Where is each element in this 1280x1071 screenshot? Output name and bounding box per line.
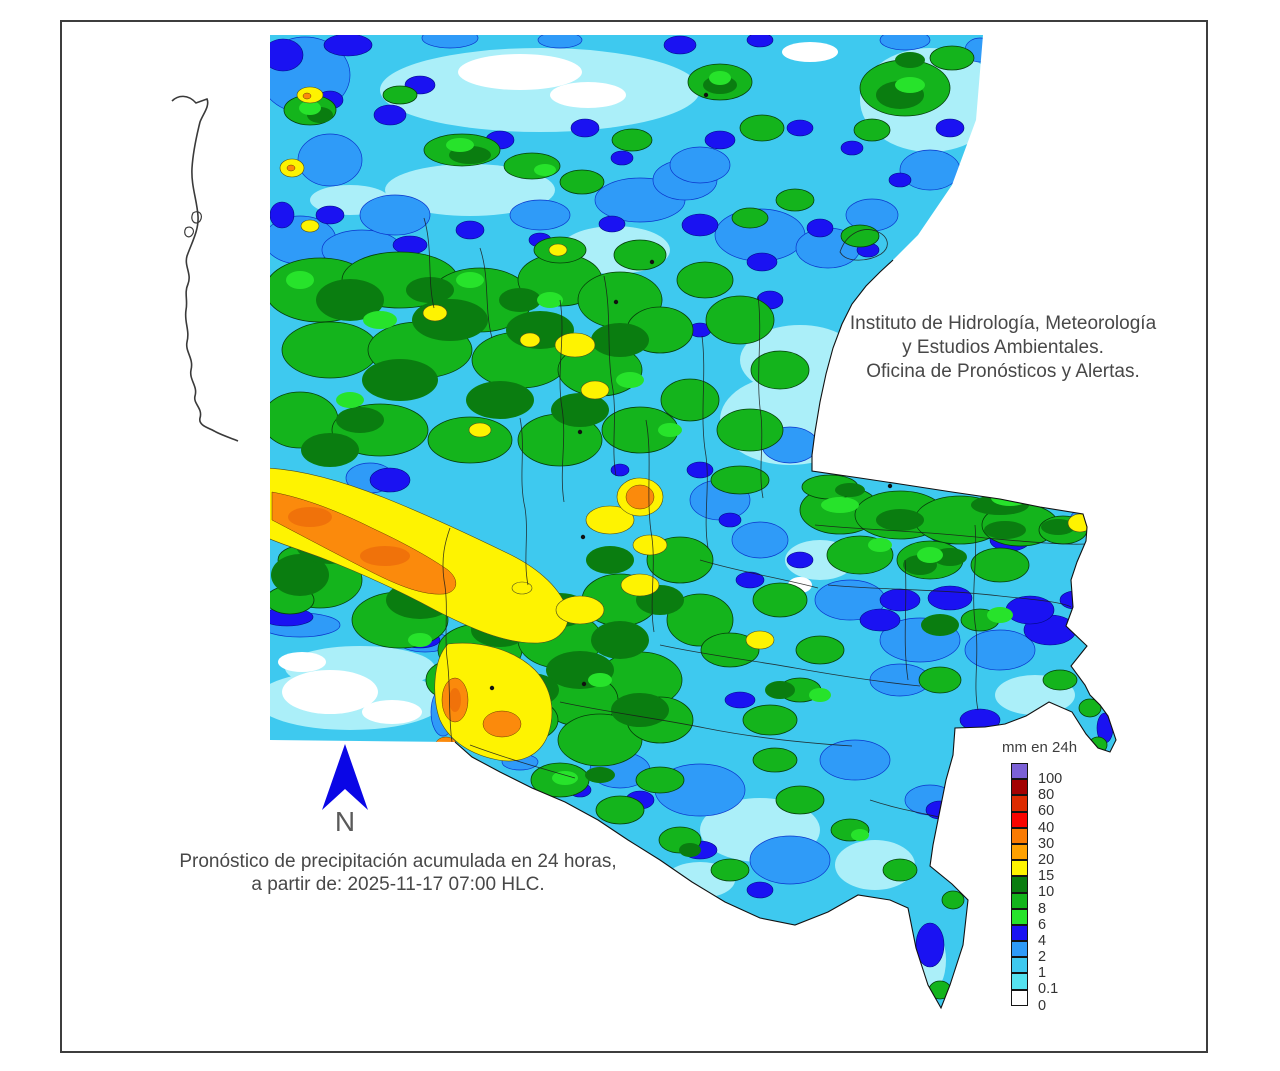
legend-row: 10	[1011, 876, 1062, 900]
legend-swatch	[1011, 763, 1028, 780]
caption-line: Pronóstico de precipitación acumulada en…	[179, 851, 617, 872]
legend-swatch	[1011, 924, 1028, 942]
legend-value: 40	[1038, 819, 1055, 836]
legend-value: 20	[1038, 851, 1055, 868]
legend-row: 0	[1011, 989, 1062, 1014]
legend-row: 60	[1011, 795, 1062, 819]
caption-line: a partir de: 2025-11-17 07:00 HLC.	[251, 874, 545, 895]
legend-value: 30	[1038, 835, 1055, 852]
legend-swatch	[1011, 989, 1028, 1006]
forecast-caption: Pronóstico de precipitación acumulada en…	[128, 850, 668, 896]
legend-value: 4	[1038, 932, 1047, 949]
country-border	[454, 259, 1117, 1010]
legend-row: 100	[1011, 763, 1062, 787]
legend-row: 80	[1011, 779, 1062, 803]
legend-swatch	[1011, 957, 1028, 974]
legend-swatch	[1011, 876, 1028, 893]
legend-row: 40	[1011, 811, 1062, 836]
legend-value: 10	[1038, 884, 1055, 901]
legend-value: 80	[1038, 787, 1055, 804]
legend-value: 6	[1038, 916, 1047, 933]
legend-row: 30	[1011, 827, 1062, 852]
legend-swatch	[1011, 827, 1028, 844]
legend-row: 2	[1011, 941, 1062, 965]
legend-value: 1	[1038, 965, 1047, 982]
north-arrow-icon: N	[322, 744, 368, 837]
institution-line: Instituto de Hidrología, Meteorología	[849, 313, 1157, 334]
legend-swatch	[1011, 892, 1028, 909]
legend-swatch	[1011, 779, 1028, 796]
station-dots	[489, 92, 893, 691]
coastline-outline	[171, 95, 239, 442]
coastline-islet	[184, 211, 203, 238]
legend-title: mm en 24h	[1002, 739, 1078, 756]
north-arrow-label: N	[335, 806, 355, 837]
legend-row: 20	[1011, 843, 1062, 868]
legend-row: 1	[1011, 957, 1062, 981]
legend-row: 8	[1011, 892, 1062, 917]
legend-swatch	[1011, 843, 1028, 861]
legend-value: 100	[1038, 771, 1063, 787]
legend-swatch	[1011, 908, 1028, 925]
legend-swatch	[1011, 941, 1028, 958]
legend-row: 4	[1011, 924, 1062, 949]
institution-line: y Estudios Ambientales.	[902, 337, 1104, 358]
legend-swatch	[1011, 860, 1028, 877]
legend-row: 0.1	[1011, 973, 1062, 997]
legend-value: 8	[1038, 900, 1047, 917]
legend-row: 6	[1011, 908, 1062, 933]
legend-row: 15	[1011, 860, 1062, 884]
legend-value: 0.1	[1038, 981, 1059, 998]
legend: 100 80 60 40 30 20 15 10 8 6 4 2 1 0.1 0	[1011, 763, 1062, 1014]
legend-value: 0	[1038, 997, 1047, 1014]
legend-swatch	[1011, 795, 1028, 812]
legend-value: 60	[1038, 803, 1055, 820]
department-borders	[423, 217, 1087, 821]
legend-swatch	[1011, 811, 1028, 828]
legend-swatch	[1011, 973, 1028, 990]
legend-value: 2	[1038, 949, 1047, 966]
institution-text: Instituto de Hidrología, Meteorología y …	[812, 312, 1194, 384]
institution-line: Oficina de Pronósticos y Alertas.	[866, 361, 1140, 382]
legend-value: 15	[1038, 868, 1055, 885]
